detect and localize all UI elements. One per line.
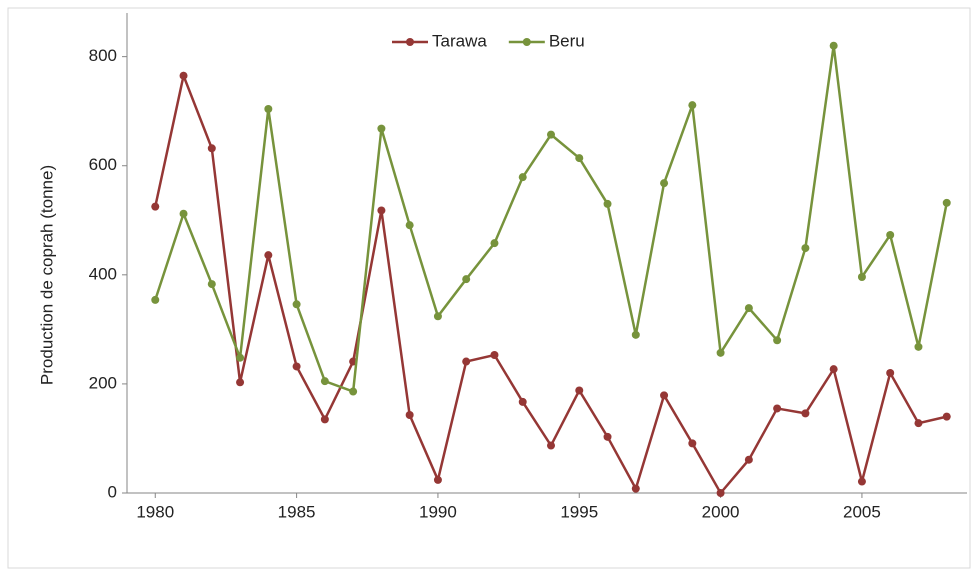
point [179,209,188,218]
point [264,105,273,113]
point [801,244,810,253]
point [405,411,414,419]
point [603,199,612,208]
point [716,348,725,357]
point [320,415,329,424]
point [829,41,838,50]
point [547,130,555,139]
point [490,351,499,359]
point [857,273,866,281]
point [914,419,923,428]
point [801,409,810,418]
point [716,489,725,497]
y-tick-label: 600 [89,155,117,174]
chart-border [7,7,971,569]
y-tick-label: 200 [89,373,117,392]
point [547,441,555,450]
point [829,365,838,374]
y-axis-title: Production de coprah (tonne) [37,165,56,385]
point [660,179,669,188]
point [575,386,584,395]
point [462,275,471,284]
point [886,231,895,239]
point [688,439,697,448]
point [377,206,386,215]
point [631,484,640,493]
point [264,251,273,260]
point [857,477,866,486]
point [377,124,386,133]
point [914,342,923,351]
point [405,221,414,230]
point [631,330,640,339]
point [320,377,329,386]
point [207,280,216,289]
point [773,336,782,345]
x-tick-label: 1985 [278,502,316,521]
x-tick-label: 1980 [136,502,174,521]
point [151,202,160,211]
x-tick-label: 2005 [843,502,881,521]
point [490,239,499,248]
point [886,369,895,377]
x-tick-label: 1995 [560,502,598,521]
point [179,71,188,80]
point [349,387,358,396]
legend-label: Beru [549,31,585,50]
point [207,144,216,153]
point [236,353,245,362]
legend-marker [522,38,531,46]
point [942,412,951,421]
point [292,300,301,309]
legend-label: Tarawa [432,31,487,50]
y-tick-label: 0 [108,482,117,501]
point [292,362,301,371]
point [942,198,951,207]
point [744,304,753,313]
x-tick-label: 2000 [702,502,740,521]
y-tick-label: 400 [89,264,117,283]
point [660,391,669,400]
point [575,154,584,163]
legend-marker [406,38,414,46]
point [236,378,245,387]
point [744,455,753,464]
point [518,173,527,182]
point [518,397,527,406]
point [773,404,782,413]
point [462,357,471,366]
x-tick-label: 1990 [419,502,457,521]
y-tick-label: 800 [89,46,117,65]
point [688,101,697,110]
point [151,295,160,304]
point [433,475,442,484]
point [603,432,612,441]
point [433,312,442,321]
